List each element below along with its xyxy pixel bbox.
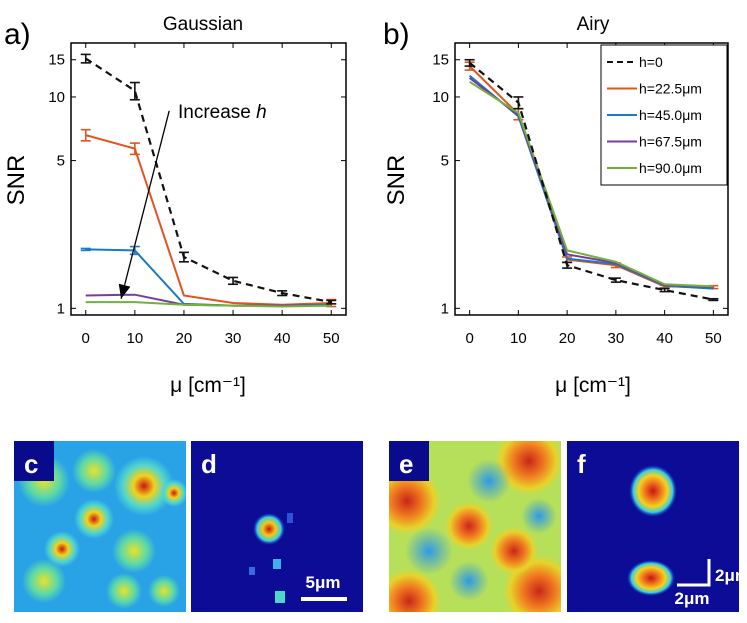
chart-a-ylabel: SNR (3, 155, 30, 206)
image-panel-e: e (389, 441, 561, 612)
chart-a-error-bar (80, 128, 91, 142)
image-panel-f-scale-bar (677, 559, 711, 587)
image-panel-d-scale-text: 5μm (306, 573, 341, 592)
chart-a-plot-frame (70, 42, 347, 316)
image-panel-e-label: e (399, 449, 413, 479)
chart-a-error-bar (80, 247, 91, 252)
chart-a-annotation-text: Increase h (178, 102, 267, 123)
chart-a-annotation-arrow-line (120, 110, 170, 299)
chart-a-xtick-label: 40 (274, 330, 291, 347)
chart-a-error-bar (326, 299, 337, 305)
image-panel-f-scale-text-y: 2μm (715, 566, 739, 585)
chart-a-error-bar (277, 290, 288, 297)
image-panel-f: f 2μm 2μm (567, 441, 739, 612)
chart-a-error-bar (228, 276, 239, 286)
chart-a-xtick-label: 50 (323, 330, 340, 347)
chart-a-xlabel: μ [cm⁻¹] (170, 374, 246, 397)
image-panel-c-label: c (24, 449, 38, 479)
chart-a-xtick-label: 30 (225, 330, 242, 347)
chart-a-series-line (85, 301, 332, 308)
chart-a-xtick-label: 10 (126, 330, 143, 347)
chart-a-ytick-label: 1 (57, 300, 65, 317)
chart-a-series-line (85, 57, 332, 304)
image-panel-f-scale-text-x: 2μm (675, 589, 710, 608)
chart-a-annotation-arrowhead (118, 283, 131, 299)
chart-a-error-bar (129, 142, 140, 156)
image-panel-d-scale-bar (301, 597, 347, 601)
chart-a-ytick-label: 15 (48, 52, 65, 69)
chart-a-xtick-label: 20 (176, 330, 193, 347)
chart-a-error-bar (80, 53, 91, 64)
chart-a-error-bar (129, 81, 140, 101)
chart-a-ytick-label: 10 (48, 89, 65, 106)
image-panel-d-label: d (201, 449, 217, 479)
image-panel-f-label: f (577, 449, 586, 479)
image-panel-c: c (14, 441, 186, 612)
chart-a-series-line (85, 248, 332, 307)
chart-a-title: Gaussian (163, 14, 243, 35)
chart-a-xtick-label: 0 (82, 330, 90, 347)
chart-a-panel-label: a) (4, 18, 31, 51)
chart-a-ytick-label: 5 (57, 153, 65, 170)
chart-a-series-line (85, 134, 332, 306)
image-panel-d: d 5μm (191, 441, 363, 612)
chart-a-error-bar (178, 251, 189, 263)
